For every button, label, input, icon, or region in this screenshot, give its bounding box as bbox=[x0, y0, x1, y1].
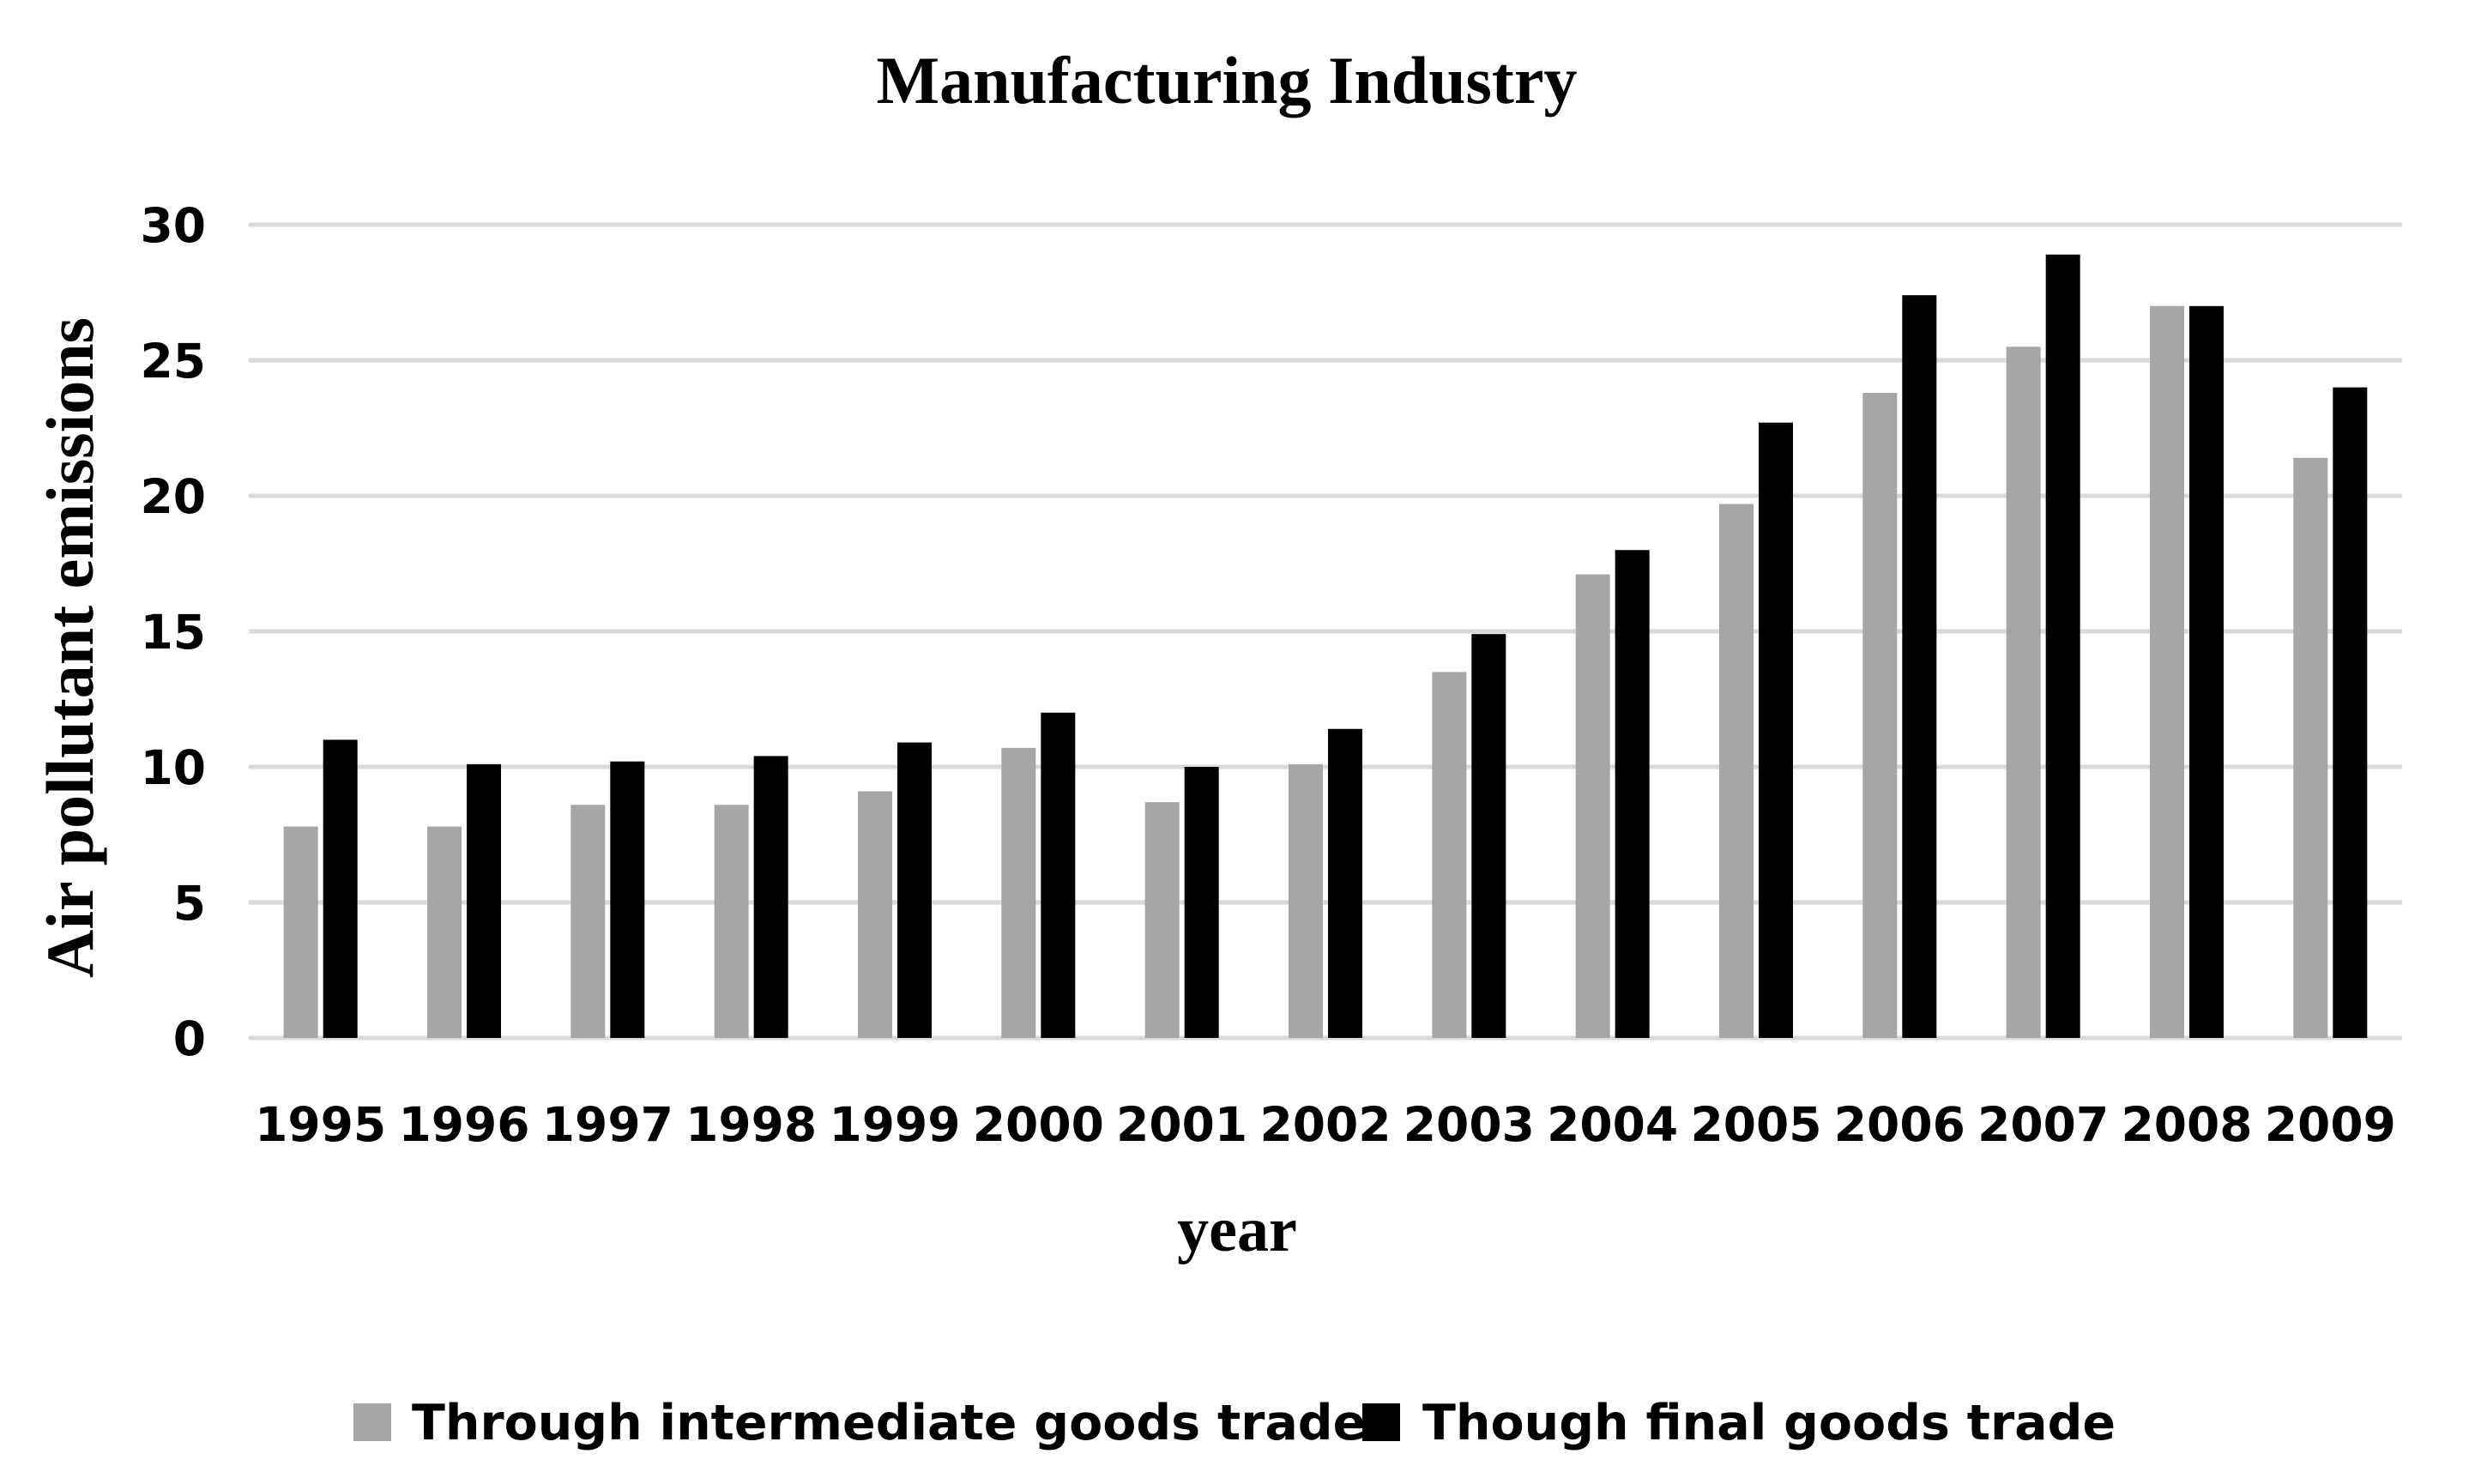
bar-intermediate-2005 bbox=[1719, 504, 1754, 1038]
x-tick-label: 2001 bbox=[1116, 1097, 1247, 1152]
bar-intermediate-2003 bbox=[1432, 672, 1467, 1038]
x-tick-label: 2009 bbox=[2265, 1097, 2396, 1152]
x-tick-label: 2004 bbox=[1547, 1097, 1678, 1152]
x-tick-label: 1998 bbox=[685, 1097, 817, 1152]
x-tick-label: 1999 bbox=[829, 1097, 960, 1152]
bar-intermediate-1997 bbox=[570, 805, 606, 1038]
x-tick-label: 2008 bbox=[2121, 1097, 2252, 1152]
bar-final-2001 bbox=[1184, 767, 1219, 1038]
x-tick-label: 1996 bbox=[398, 1097, 529, 1152]
x-tick-label: 2005 bbox=[1690, 1097, 1821, 1152]
bar-final-2007 bbox=[2045, 254, 2080, 1038]
bar-final-2006 bbox=[1902, 295, 1937, 1038]
y-tick-label: 10 bbox=[140, 740, 206, 795]
bar-intermediate-2002 bbox=[1289, 763, 1323, 1038]
x-tick-label: 2003 bbox=[1404, 1097, 1535, 1152]
bar-final-2004 bbox=[1615, 550, 1650, 1038]
chart-title: Manufacturing Industry bbox=[877, 43, 1578, 118]
bar-final-2002 bbox=[1328, 728, 1362, 1038]
x-tick-label: 1997 bbox=[542, 1097, 673, 1152]
x-axis-ticks: 1995 1996 1997 1998 1999 2000 2001 2002 2003 2004… bbox=[255, 1097, 2396, 1152]
bar-intermediate-2000 bbox=[1001, 747, 1036, 1038]
bar-final-1998 bbox=[753, 756, 788, 1038]
bar-intermediate-1996 bbox=[427, 826, 462, 1038]
bar-intermediate-2009 bbox=[2293, 457, 2328, 1038]
x-tick-label: 2002 bbox=[1259, 1097, 1391, 1152]
gridlines bbox=[249, 222, 2402, 1041]
bar-final-1999 bbox=[897, 742, 932, 1038]
legend-swatch-intermediate bbox=[353, 1403, 391, 1441]
x-tick-label: 1995 bbox=[255, 1097, 386, 1152]
bar-intermediate-2008 bbox=[2150, 305, 2184, 1038]
bar-intermediate-1999 bbox=[858, 791, 892, 1038]
bar-final-1995 bbox=[323, 739, 358, 1038]
bar-final-2005 bbox=[1759, 422, 1793, 1038]
bar-final-2000 bbox=[1041, 712, 1076, 1038]
bar-intermediate-1998 bbox=[714, 805, 749, 1038]
y-tick-label: 20 bbox=[140, 469, 206, 524]
y-axis-ticks: 0 5 10 15 20 25 30 bbox=[140, 198, 206, 1066]
legend-label-intermediate: Through intermediate goods trade bbox=[412, 1395, 1366, 1451]
bar-final-2008 bbox=[2189, 305, 2224, 1038]
legend: Through intermediate goods trade Though … bbox=[353, 1395, 2116, 1451]
bar-intermediate-1995 bbox=[283, 826, 318, 1038]
y-axis-title: Air pollutant emissions bbox=[33, 317, 107, 978]
y-tick-label: 25 bbox=[140, 334, 206, 389]
bar-final-1997 bbox=[610, 761, 645, 1038]
y-tick-label: 5 bbox=[173, 876, 206, 931]
legend-label-final: Though final goods trade bbox=[1422, 1395, 2116, 1451]
bar-final-2003 bbox=[1471, 634, 1506, 1038]
bar-final-2009 bbox=[2333, 387, 2368, 1039]
bar-final-1996 bbox=[467, 763, 501, 1038]
x-tick-label: 2006 bbox=[1834, 1097, 1965, 1152]
y-tick-label: 30 bbox=[140, 198, 206, 253]
y-tick-label: 15 bbox=[140, 605, 206, 660]
x-tick-label: 2007 bbox=[1977, 1097, 2109, 1152]
bar-intermediate-2004 bbox=[1575, 574, 1610, 1038]
bar-intermediate-2001 bbox=[1144, 802, 1180, 1038]
bars bbox=[283, 254, 2368, 1039]
bar-intermediate-2006 bbox=[1862, 392, 1898, 1038]
y-tick-label: 0 bbox=[173, 1011, 206, 1066]
x-axis-title: year bbox=[1177, 1195, 1297, 1265]
bar-intermediate-2007 bbox=[2006, 347, 2041, 1038]
x-tick-label: 2000 bbox=[973, 1097, 1104, 1152]
legend-swatch-final bbox=[1362, 1403, 1400, 1441]
